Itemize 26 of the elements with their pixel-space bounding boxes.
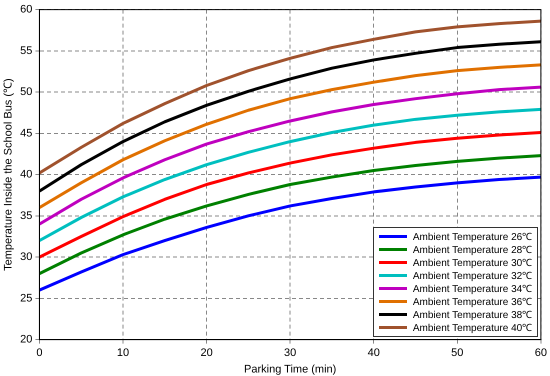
y-tick-label: 35 xyxy=(20,210,32,222)
legend-label: Ambient Temperature 38℃ xyxy=(412,309,532,322)
x-tick-label: 50 xyxy=(451,347,464,360)
legend-label: Ambient Temperature 26℃ xyxy=(412,231,532,244)
legend-label: Ambient Temperature 36℃ xyxy=(412,296,532,308)
x-tick-label: 10 xyxy=(116,347,130,360)
x-tick-label: 20 xyxy=(200,347,213,360)
y-tick-label: 60 xyxy=(20,4,32,16)
legend-label: Ambient Temperature 28℃ xyxy=(412,244,532,256)
x-tick-label: 0 xyxy=(36,347,42,360)
legend-label: Ambient Temperature 30℃ xyxy=(412,257,532,270)
y-tick-label: 20 xyxy=(20,334,32,346)
y-tick-label: 50 xyxy=(20,86,32,98)
legend-label: Ambient Temperature 32℃ xyxy=(412,270,532,282)
x-tick-label: 60 xyxy=(534,347,548,360)
legend-label: Ambient Temperature 40℃ xyxy=(412,322,532,334)
y-axis-title: Temperature Inside the School Bus (℃) xyxy=(2,78,15,271)
y-tick-label: 25 xyxy=(20,292,32,304)
x-axis-title: Parking Time (min) xyxy=(244,363,336,376)
y-tick-label: 40 xyxy=(20,168,32,181)
legend-label: Ambient Temperature 34℃ xyxy=(412,283,532,296)
y-tick-label: 45 xyxy=(20,127,32,140)
x-tick-label: 40 xyxy=(368,347,380,360)
y-tick-label: 55 xyxy=(20,44,32,57)
y-tick-label: 30 xyxy=(20,251,32,264)
x-tick-label: 30 xyxy=(284,347,296,360)
